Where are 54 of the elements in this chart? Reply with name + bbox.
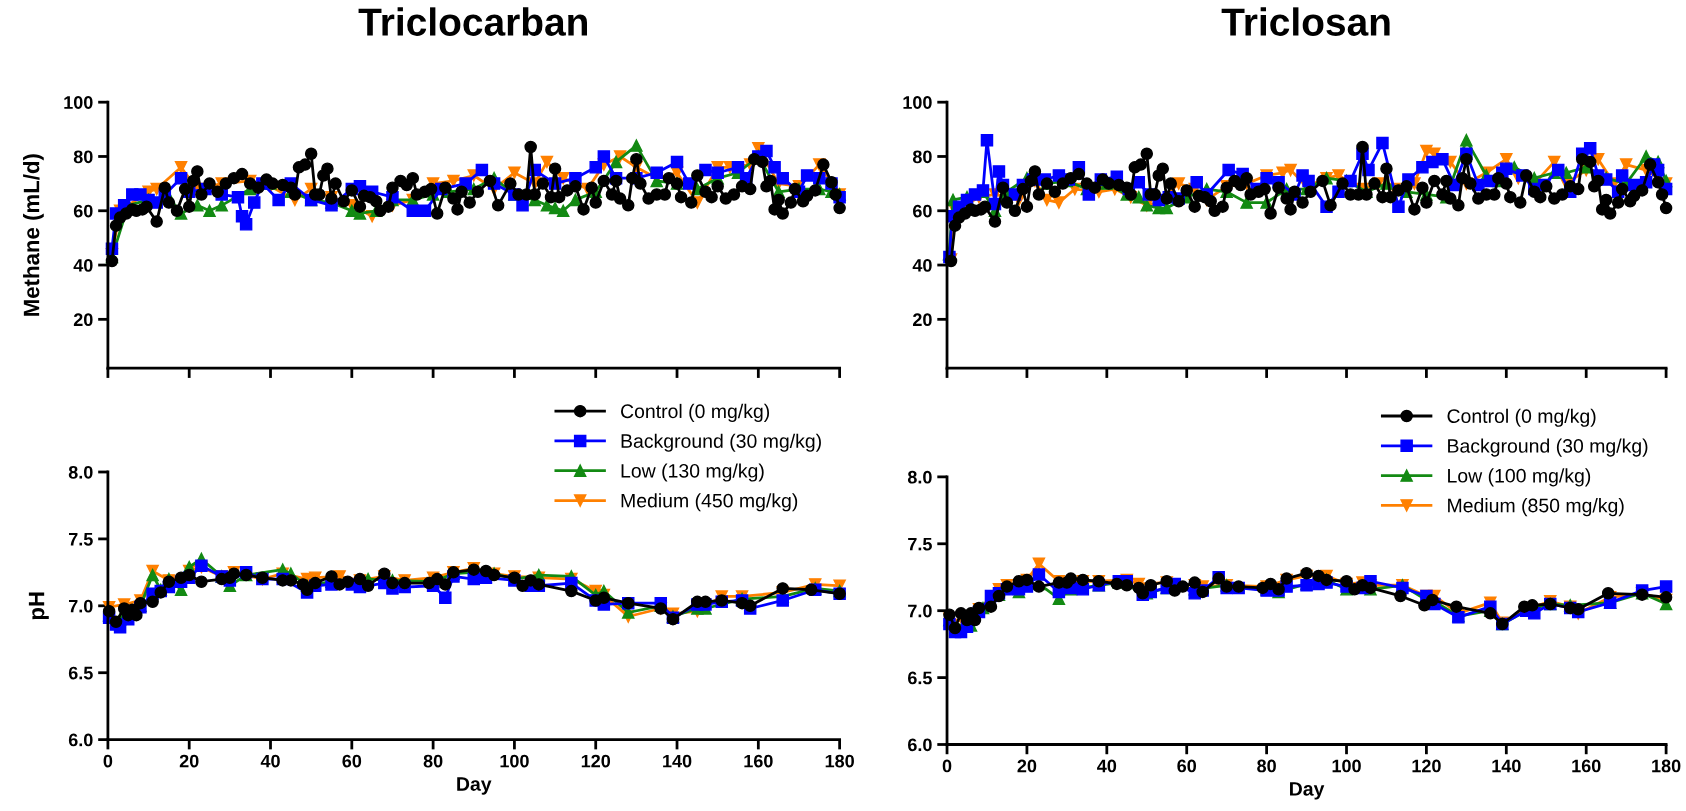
x-tick-label: 140 <box>663 754 692 768</box>
x-tick-label: 180 <box>1652 759 1681 773</box>
x-tick-label: 160 <box>744 754 773 768</box>
x-tick-label: 120 <box>581 754 611 768</box>
legend-label: Control (0 mg/kg) <box>1447 408 1596 427</box>
y-tick-label: 80 <box>912 150 932 164</box>
x-axis-title: Day <box>1290 782 1325 800</box>
y-tick-label: 6.0 <box>908 738 932 752</box>
y-tick-label: 7.5 <box>69 533 93 546</box>
y-tick-label: 100 <box>903 96 932 109</box>
x-tick-label: 140 <box>1492 759 1521 773</box>
y-tick-label: 6.0 <box>68 733 93 747</box>
x-tick-label: 20 <box>179 754 199 768</box>
x-tick-label: 0 <box>103 754 113 768</box>
legend-label: Low (130 mg/kg) <box>621 463 764 482</box>
chart-title: Triclosan <box>1221 7 1390 36</box>
y-tick-label: 20 <box>73 313 93 327</box>
y-axis-title: pH <box>28 592 49 620</box>
legend-label: Background (30 mg/kg) <box>621 433 821 452</box>
legend-label: Medium (450 mg/kg) <box>621 493 798 512</box>
y-tick-label: 20 <box>912 313 932 327</box>
x-tick-label: 120 <box>1412 759 1441 773</box>
y-tick-label: 7.0 <box>908 604 932 618</box>
x-tick-label: 100 <box>1332 759 1361 773</box>
y-tick-label: 40 <box>912 258 932 272</box>
y-tick-label: 6.5 <box>908 671 932 685</box>
x-tick-label: 20 <box>1017 759 1037 773</box>
x-tick-label: 0 <box>942 759 952 773</box>
x-tick-label: 40 <box>1097 759 1117 773</box>
x-tick-label: 100 <box>500 754 529 768</box>
x-tick-label: 60 <box>1177 759 1197 773</box>
y-tick-label: 40 <box>73 258 93 272</box>
y-tick-label: 100 <box>64 96 93 109</box>
x-tick-label: 160 <box>1572 759 1601 773</box>
y-axis-title: Methane (mL/d) <box>23 154 44 316</box>
legend-label: Medium (850 mg/kg) <box>1448 498 1624 517</box>
y-tick-label: 8.0 <box>907 470 932 484</box>
y-tick-label: 7.5 <box>908 537 932 551</box>
y-tick-label: 8.0 <box>68 465 93 479</box>
y-tick-label: 60 <box>913 204 932 218</box>
chart-title: Triclocarban <box>358 7 587 36</box>
y-tick-label: 60 <box>73 204 93 218</box>
x-tick-label: 80 <box>423 754 443 768</box>
legend-label: Background (30 mg/kg) <box>1448 438 1648 457</box>
legend-label: Control (0 mg/kg) <box>621 403 770 422</box>
x-tick-label: 40 <box>260 754 280 768</box>
y-tick-label: 80 <box>73 150 93 164</box>
y-tick-label: 7.0 <box>69 599 93 613</box>
x-tick-label: 80 <box>1257 759 1276 773</box>
x-tick-label: 60 <box>342 754 362 768</box>
x-tick-label: 180 <box>825 754 854 768</box>
x-axis-title: Day <box>457 777 492 795</box>
legend-label: Low (100 mg/kg) <box>1448 468 1591 487</box>
y-tick-label: 6.5 <box>68 666 93 680</box>
